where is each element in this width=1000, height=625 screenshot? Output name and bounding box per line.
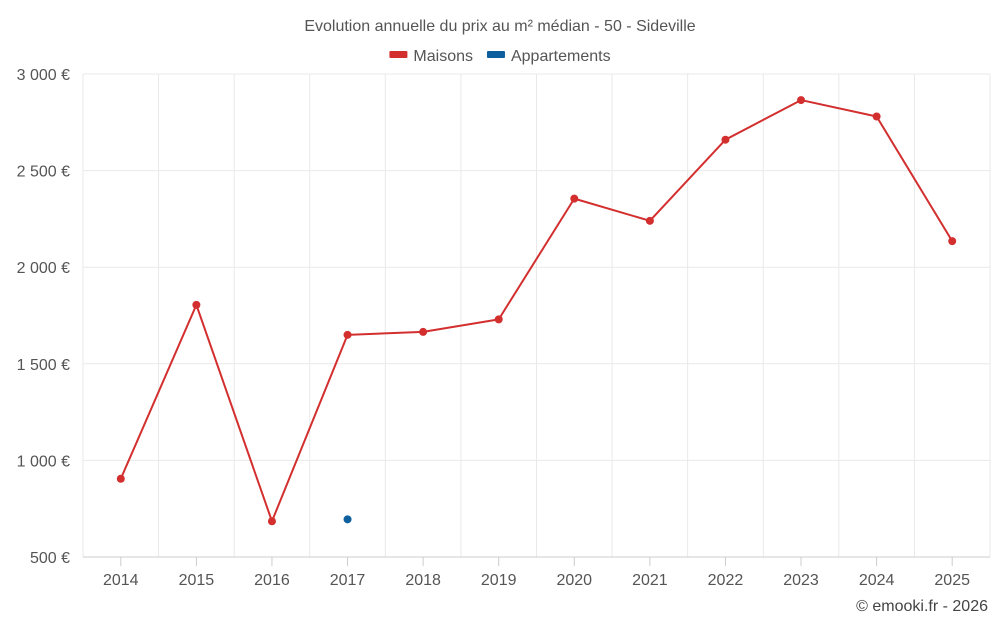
x-tick-label: 2015	[179, 572, 215, 589]
x-tick-label: 2023	[783, 572, 819, 589]
plot-area	[116, 96, 957, 526]
legend-item-maisons: Maisons	[389, 48, 473, 65]
y-tick-label: 1 000 €	[17, 453, 70, 470]
x-tick-label: 2022	[708, 572, 744, 589]
y-tick-label: 3 000 €	[17, 67, 70, 84]
data-point-maisons	[343, 330, 352, 339]
x-axis: 2014 2015 2016 2017 2018 2019 2020 2021 2022 2023…	[83, 556, 990, 589]
legend-swatch	[389, 51, 408, 58]
data-point-maisons	[494, 315, 503, 324]
x-tick-label: 2024	[859, 572, 895, 589]
legend-label: Maisons	[413, 48, 473, 65]
data-point-maisons	[872, 112, 881, 121]
data-point-maisons	[267, 517, 276, 526]
data-point-maisons	[192, 300, 201, 309]
y-axis: 500 € 1 000 € 1 500 € 2 000 € 2 500 € 3 000 €	[17, 67, 70, 567]
data-point-maisons	[570, 194, 579, 203]
credit-text: © emooki.fr - 2026	[856, 598, 988, 615]
x-tick-label: 2017	[330, 572, 366, 589]
x-tick-label: 2021	[632, 572, 668, 589]
data-point-maisons	[721, 135, 730, 144]
x-tick-label: 2016	[254, 572, 290, 589]
legend-swatch	[486, 51, 505, 58]
legend: Maisons Appartements	[389, 48, 611, 65]
data-point-maisons	[797, 96, 806, 105]
x-tick-label: 2019	[481, 572, 517, 589]
x-tick-label: 2020	[556, 572, 592, 589]
data-point-appartements	[343, 515, 352, 524]
x-tick-label: 2018	[405, 572, 441, 589]
legend-item-appartements: Appartements	[486, 48, 611, 65]
y-tick-label: 1 500 €	[17, 357, 70, 374]
y-tick-label: 500 €	[30, 550, 70, 567]
y-tick-label: 2 500 €	[17, 164, 70, 181]
data-point-maisons	[948, 237, 957, 246]
chart-title: Evolution annuelle du prix au m² médian …	[304, 18, 695, 35]
data-point-maisons	[419, 327, 428, 336]
data-point-maisons	[645, 216, 654, 225]
y-tick-label: 2 000 €	[17, 260, 70, 277]
series-line-maisons	[119, 99, 954, 523]
legend-label: Appartements	[511, 48, 611, 65]
x-tick-label: 2014	[103, 572, 139, 589]
x-tick-label: 2025	[934, 572, 970, 589]
vertical-grid	[82, 74, 991, 557]
data-point-maisons	[116, 474, 125, 483]
